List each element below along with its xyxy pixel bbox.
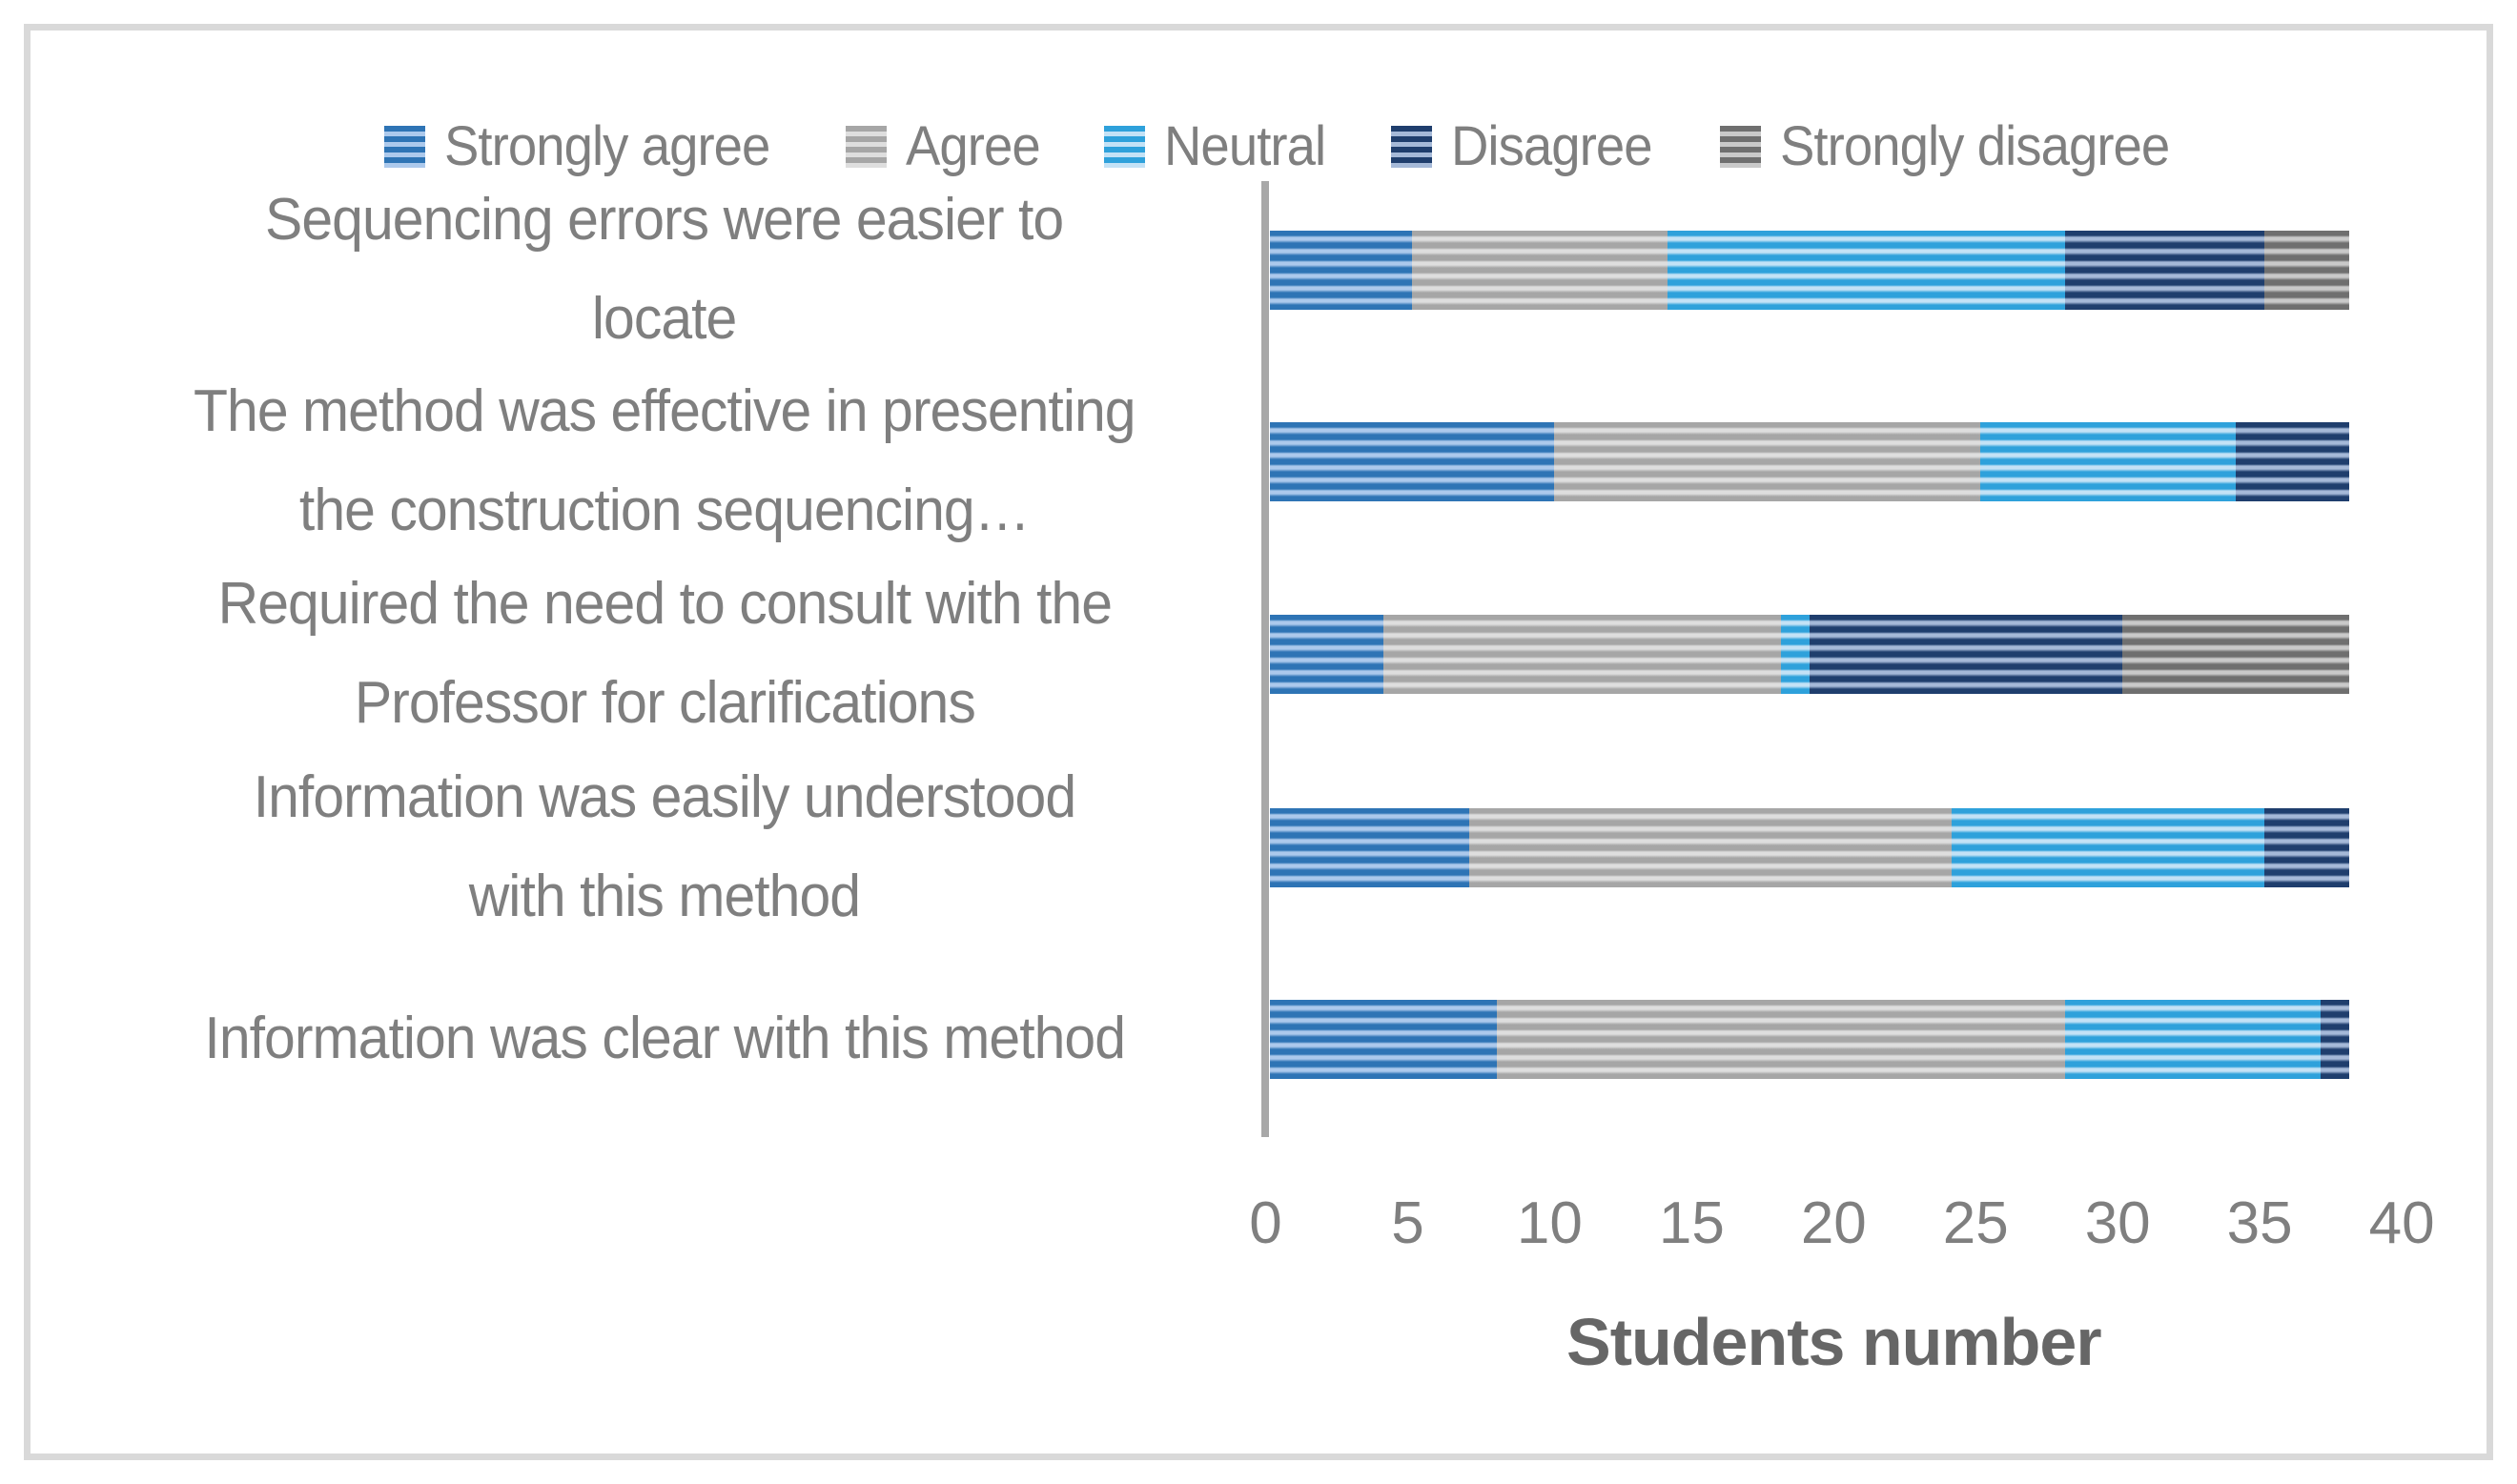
legend-swatch-strongly-agree xyxy=(383,125,425,168)
bar-segment-agree xyxy=(1468,808,1952,887)
bar-segment-strongly-agree xyxy=(1270,231,1412,310)
category-label: Information was clear with this method xyxy=(59,886,1270,1191)
legend-swatch-neutral xyxy=(1103,125,1145,168)
legend-label: Agree xyxy=(905,115,1041,177)
bar-segment-strongly-agree xyxy=(1270,808,1469,887)
legend-label: Neutral xyxy=(1163,115,1326,177)
legend-item-strongly-disagree: Strongly disagree xyxy=(1719,114,2194,178)
chart-frame: Strongly agree Agree Neutral Disagree Strong… xyxy=(24,24,2493,1460)
legend-item-neutral: Neutral xyxy=(1103,114,1336,178)
bar-segment-neutral xyxy=(1781,615,1810,694)
stacked-bar xyxy=(1270,422,2349,501)
category-label-text: Information was easily understood with t… xyxy=(253,764,1076,929)
bar-segment-strongly-agree xyxy=(1270,615,1384,694)
bar-segment-neutral xyxy=(2065,1000,2322,1079)
x-tick-label: 15 xyxy=(1658,1190,1725,1256)
bar-segment-disagree xyxy=(1809,615,2122,694)
legend-item-strongly-agree: Strongly agree xyxy=(383,114,790,178)
x-tick-label: 30 xyxy=(2084,1190,2151,1256)
bar-segment-disagree xyxy=(2065,231,2264,310)
legend-label: Strongly disagree xyxy=(1779,115,2170,177)
legend-swatch-disagree xyxy=(1390,125,1432,168)
stacked-bar xyxy=(1270,615,2349,694)
bar-segment-agree xyxy=(1497,1000,2066,1079)
legend-swatch-strongly-disagree xyxy=(1719,125,1761,168)
legend-label: Disagree xyxy=(1450,115,1653,177)
legend-item-agree: Agree xyxy=(845,114,1049,178)
x-tick-label: 40 xyxy=(2368,1190,2435,1256)
category-label: Sequencing errors were easier to locate xyxy=(59,117,1270,422)
category-label-text: Information was clear with this method xyxy=(204,1006,1126,1071)
bar-segment-strongly-agree xyxy=(1270,422,1554,501)
x-tick-label: 10 xyxy=(1516,1190,1583,1256)
stacked-bar xyxy=(1270,808,2349,887)
bar-segment-agree xyxy=(1383,615,1782,694)
category-label: The method was effective in presenting t… xyxy=(59,309,1270,614)
x-tick-label: 0 xyxy=(1249,1190,1282,1256)
stacked-bar xyxy=(1270,1000,2349,1079)
legend-label: Strongly agree xyxy=(443,115,770,177)
category-label-text: Sequencing errors were easier to locate xyxy=(265,187,1064,352)
category-axis-line xyxy=(1261,181,1269,1137)
x-tick-label: 20 xyxy=(1800,1190,1867,1256)
bar-segment-strongly-agree xyxy=(1270,1000,1498,1079)
bar-segment-neutral xyxy=(1979,422,2236,501)
bar-segment-disagree xyxy=(2263,808,2349,887)
bar-segment-disagree xyxy=(2235,422,2349,501)
x-tick-label: 5 xyxy=(1391,1190,1424,1256)
category-label: Required the need to consult with the Pr… xyxy=(59,501,1270,806)
bar-segment-agree xyxy=(1553,422,1980,501)
category-label-text: Required the need to consult with the Pr… xyxy=(217,571,1112,736)
bar-segment-neutral xyxy=(1951,808,2264,887)
legend-item-disagree: Disagree xyxy=(1390,114,1665,178)
stacked-bar xyxy=(1270,231,2349,310)
bar-segment-neutral xyxy=(1668,231,2066,310)
x-tick-label: 35 xyxy=(2226,1190,2293,1256)
category-label: Information was easily understood with t… xyxy=(59,695,1270,1000)
legend-swatch-agree xyxy=(845,125,887,168)
bar-segment-disagree xyxy=(2321,1000,2349,1079)
legend: Strongly agree Agree Neutral Disagree Strong… xyxy=(61,114,2517,178)
x-axis-title: Students number xyxy=(1566,1305,2102,1379)
bar-segment-agree xyxy=(1411,231,1668,310)
x-tick-label: 25 xyxy=(1942,1190,2009,1256)
bar-segment-strongly-disagree xyxy=(2121,615,2349,694)
bar-segment-strongly-disagree xyxy=(2263,231,2349,310)
category-label-text: The method was effective in presenting t… xyxy=(194,378,1136,543)
